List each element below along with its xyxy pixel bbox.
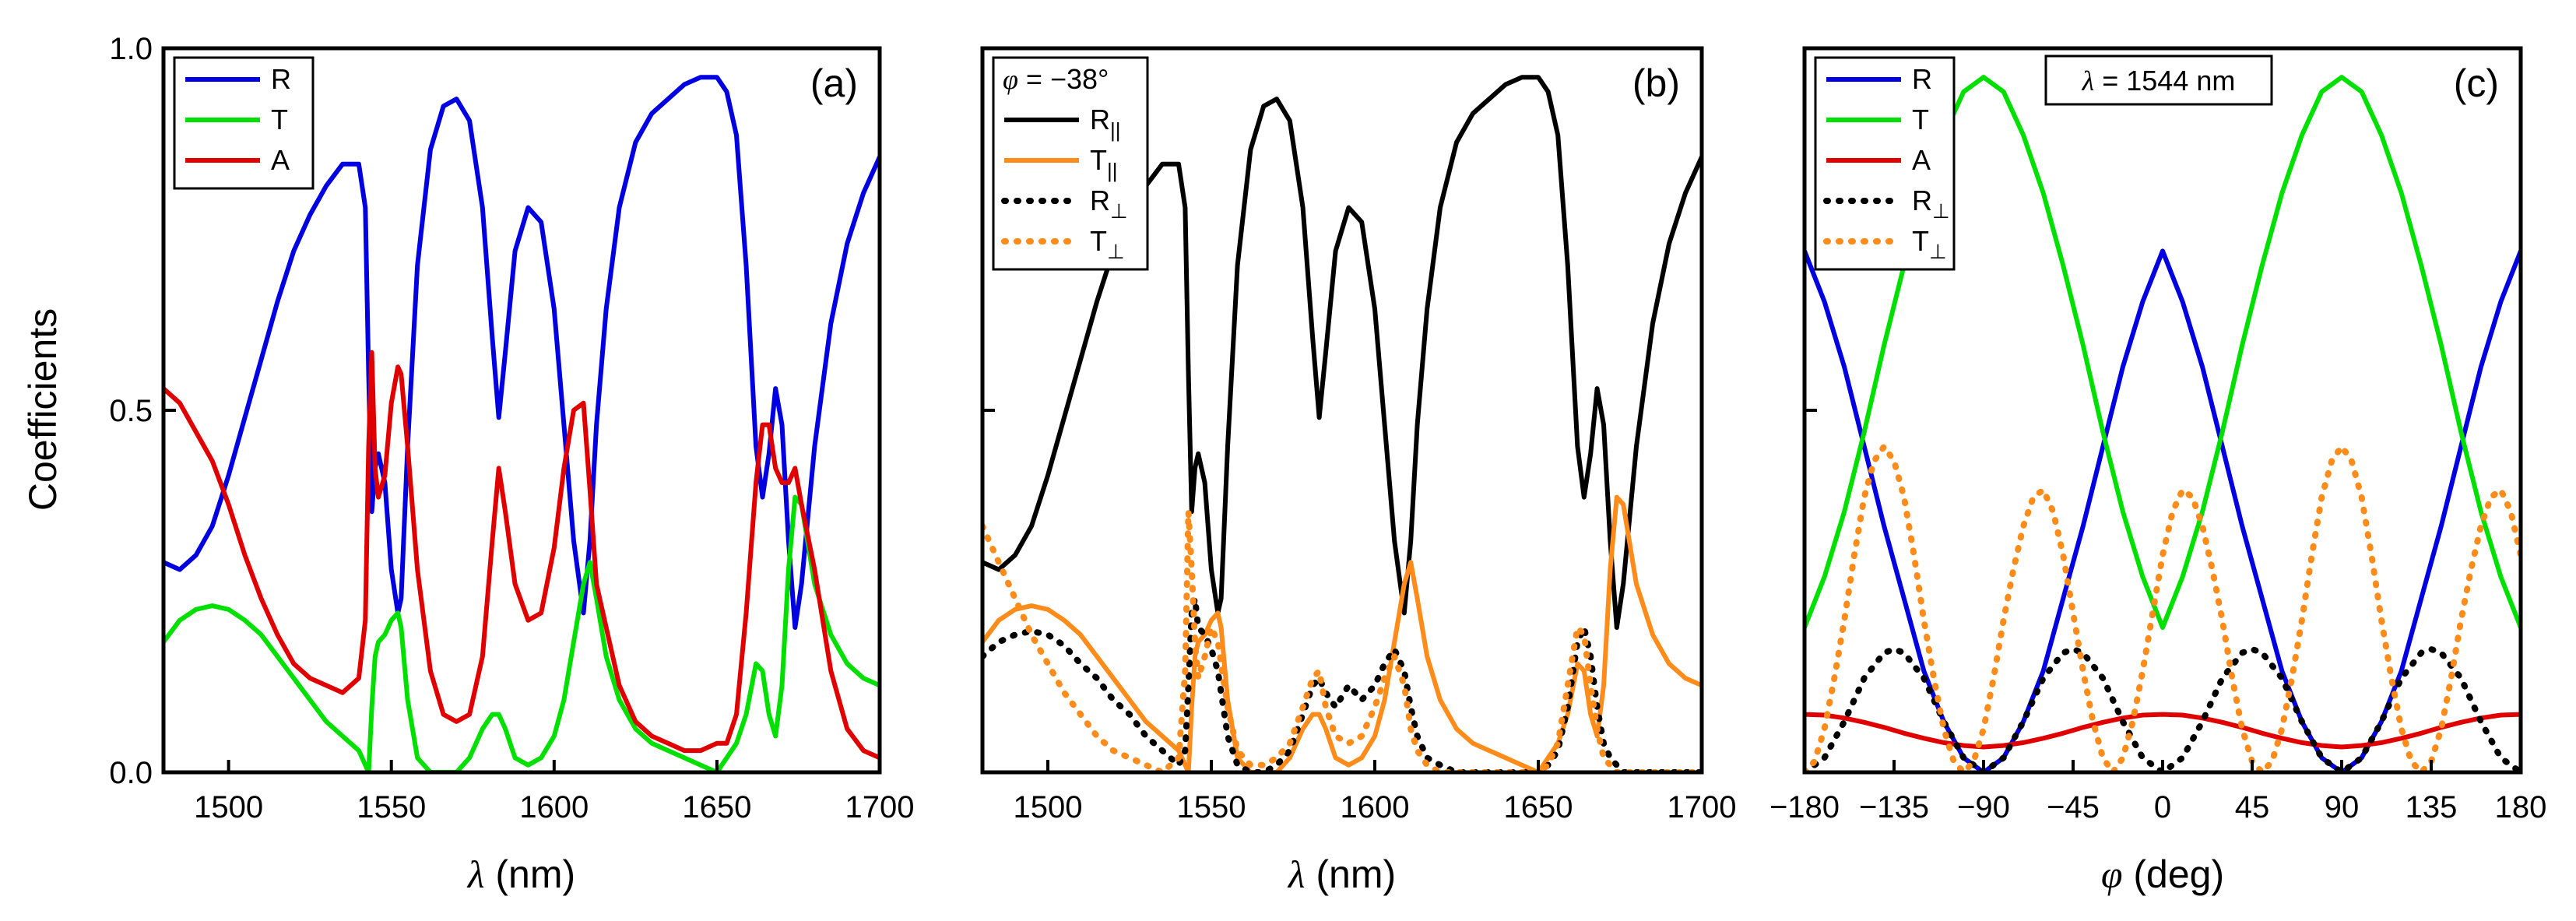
panel-c-legend-entry: T: [1912, 104, 1929, 135]
panel-c-legend-subscript: ⊥: [1929, 240, 1947, 263]
panel-b-xtick-label: 1700: [1668, 790, 1737, 824]
panel-c-x-axis-unit: (deg): [2123, 852, 2225, 896]
panel-a-line-a: [163, 350, 880, 761]
panel-b-xtick-label: 1500: [1014, 790, 1083, 824]
panel-b-x-axis-unit: (nm): [1306, 852, 1397, 896]
panel-a-legend-entry: A: [271, 144, 290, 176]
panel-c-xtick-label: −180: [1769, 790, 1840, 824]
panel-a-legend-entry: R: [271, 63, 291, 95]
panel-a-label: (a): [810, 62, 858, 105]
panel-b-x-axis-title: λ (nm): [1287, 852, 1396, 896]
panel-c-line-r-perp: [1805, 645, 2521, 772]
panel-b-legend-entry: T⊥: [1090, 225, 1125, 263]
y-axis-title: Coefficients: [21, 308, 65, 511]
panel-a-xtick-label: 1550: [357, 790, 426, 824]
panel-b-legend-entry: R||: [1090, 104, 1121, 142]
panel-c-annotation-box: [2044, 54, 2273, 106]
panel-b-legend-label: T: [1090, 144, 1107, 176]
panel-c-x-axis-title: φ (deg): [2101, 852, 2224, 896]
panel-a-legend-label: A: [271, 144, 290, 176]
panel-a-line-t: [163, 494, 880, 772]
panel-c-legend-entry: A: [1912, 144, 1931, 176]
panel-c-legend-label: R: [1912, 185, 1932, 216]
panel-c-legend-entry: R⊥: [1912, 185, 1950, 223]
panel-c-xtick-label: 180: [2495, 790, 2547, 824]
panel-c-line-a: [1805, 712, 2521, 750]
panel-b-line-t-par: [982, 494, 1702, 772]
panel-a-xtick-label: 1600: [519, 790, 589, 824]
panel-c-xtick-label: 135: [2406, 790, 2458, 824]
panel-b-series: [982, 75, 1702, 772]
panel-b-line-r-par: [982, 75, 1702, 630]
panel-b-xtick-label: 1550: [1177, 790, 1246, 824]
panel-c-legend-label: T: [1912, 104, 1929, 135]
panel-b-legend-subscript: ||: [1110, 118, 1121, 142]
panel-a-x-axis-title: λ (nm): [466, 852, 575, 896]
panel-a-legend-label: R: [271, 63, 291, 95]
panel-c-annotation-text: = 1544 nm: [2094, 65, 2235, 97]
panel-b-legend-label: R: [1090, 104, 1110, 135]
panel-c-legend-entry: T⊥: [1912, 225, 1947, 263]
panel-b-legend-subscript: ⊥: [1110, 199, 1128, 223]
panel-a-x-axis-symbol: λ: [466, 852, 485, 896]
panel-c-legend-label: R: [1912, 63, 1932, 95]
panel-b-legend: φ = −38°R||T||R⊥T⊥: [992, 56, 1149, 271]
panel-b-x-axis-symbol: λ: [1287, 852, 1306, 896]
panel-c-legend-entry: R: [1912, 63, 1932, 95]
panel-c-line-t-perp: [1805, 443, 2521, 772]
panel-a-xtick-label: 1700: [845, 790, 915, 824]
panel-b-legend-title: φ = −38°: [1003, 63, 1109, 95]
panel-c-xtick-label: −90: [1957, 790, 2010, 824]
panel-c-xtick-label: 0: [2154, 790, 2171, 824]
panel-a-series: [163, 75, 880, 772]
panel-a-legend-label: T: [271, 104, 288, 135]
panel-b-legend-box: [992, 56, 1149, 271]
panel-b-xtick-label: 1600: [1341, 790, 1410, 824]
panel-b-legend-subscript: ||: [1107, 159, 1118, 182]
panel-b-legend-subscript: ⊥: [1107, 240, 1125, 263]
panel-b-legend-entry: T||: [1090, 144, 1118, 182]
panel-b-legend-title-rest: = −38°: [1018, 63, 1109, 95]
panel-c-legend-box: [1814, 56, 1956, 271]
panel-c-legend-label: A: [1912, 144, 1931, 176]
panel-b-label: (b): [1632, 62, 1680, 105]
panel-c-legend-subscript: ⊥: [1932, 199, 1950, 223]
panel-a: 1500 1550 1600 1650 1700 0.0 0.5 1.0 λ (nm) (a) RT…: [109, 32, 914, 896]
panel-a-ytick-label: 0.0: [109, 756, 153, 790]
panel-c-label: (c): [2454, 62, 2499, 105]
panel-c-xtick-label: 90: [2325, 790, 2360, 824]
panel-b-line-t-perp: [982, 508, 1702, 772]
panel-c-xtick-label: −135: [1859, 790, 1929, 824]
panel-b-legend-label: T: [1090, 225, 1107, 257]
panel-c-legend-label: T: [1912, 225, 1929, 257]
panel-c-annotation-symbol: λ: [2082, 65, 2095, 97]
panel-a-ytick-label: 0.5: [109, 394, 153, 428]
panel-a-legend-entry: T: [271, 104, 288, 135]
panel-a-ytick-label: 1.0: [109, 32, 153, 66]
panel-a-line-r: [163, 75, 880, 630]
panel-a-xtick-label: 1650: [682, 790, 751, 824]
panel-b-xtick-label: 1650: [1504, 790, 1573, 824]
panel-c-annotation: λ = 1544 nm: [2082, 65, 2236, 97]
panel-a-x-axis-unit: (nm): [485, 852, 576, 896]
panel-c-series: [1805, 75, 2521, 772]
panel-a-xtick-label: 1500: [194, 790, 263, 824]
panel-b-legend-label: R: [1090, 185, 1110, 216]
panel-b-legend-entry: R⊥: [1090, 185, 1128, 223]
panel-c-x-axis-symbol: φ: [2101, 852, 2123, 896]
panel-c-xtick-label: −45: [2047, 790, 2100, 824]
panel-c-xtick-label: 45: [2235, 790, 2270, 824]
panel-b-legend-title-symbol: φ: [1003, 64, 1018, 95]
panel-b-line-r-perp: [982, 595, 1702, 772]
panel-c-line-r: [1805, 248, 2521, 772]
panel-a-legend: RTA: [173, 56, 315, 190]
